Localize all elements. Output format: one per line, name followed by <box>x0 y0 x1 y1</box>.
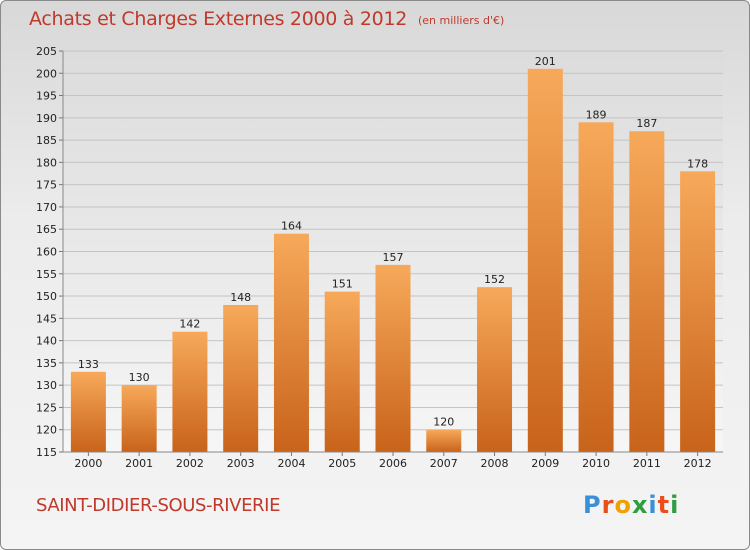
x-tick-label: 2006 <box>379 457 407 470</box>
logo-letter: x <box>631 491 649 519</box>
x-tick-label: 2007 <box>430 457 458 470</box>
y-tick-label: 155 <box>36 268 57 281</box>
x-tick-label: 2005 <box>328 457 356 470</box>
bar-value-label: 133 <box>78 358 99 371</box>
bar-value-label: 120 <box>433 416 454 429</box>
chart-title: Achats et Charges Externes 2000 à 2012 <box>29 8 408 30</box>
bar-value-label: 157 <box>383 251 404 264</box>
bar-2004[interactable] <box>273 233 309 452</box>
logo-letter: t <box>657 491 671 519</box>
bar-2001[interactable] <box>121 385 157 452</box>
bar-2003[interactable] <box>223 304 259 452</box>
logo-letter: o <box>614 491 632 519</box>
bar-value-label: 187 <box>636 117 657 130</box>
logo-letter: r <box>601 491 615 519</box>
x-tick-label: 2009 <box>531 457 559 470</box>
y-tick-label: 200 <box>36 67 57 80</box>
bar-value-label: 164 <box>281 220 302 233</box>
y-tick-label: 195 <box>36 90 57 103</box>
x-axis: 2000 2001 2002 2003 2004 2005 2006 2007 2008 2009… <box>63 451 723 470</box>
y-tick-label: 140 <box>36 335 57 348</box>
y-tick-label: 165 <box>36 223 57 236</box>
bar-value-label: 142 <box>179 318 200 331</box>
chart-unit: (en milliers d'€) <box>418 14 505 27</box>
x-tick-label: 2011 <box>633 457 661 470</box>
bar-value-label: 130 <box>129 371 150 384</box>
city-name: SAINT-DIDIER-SOUS-RIVERIE <box>36 495 281 516</box>
y-axis: 115 120 125 130 135 140 145 150 155 160 165 170 175 1… <box>36 45 64 459</box>
y-tick-label: 190 <box>36 112 57 125</box>
bar-2000[interactable] <box>70 371 106 452</box>
x-tick-label: 2001 <box>125 457 153 470</box>
x-tick-label: 2002 <box>176 457 204 470</box>
y-tick-label: 125 <box>36 401 57 414</box>
bar-2007[interactable] <box>426 429 462 452</box>
bar-value-label: 151 <box>332 278 353 291</box>
bar-value-label: 152 <box>484 273 505 286</box>
bar-2008[interactable] <box>477 287 513 452</box>
y-tick-label: 145 <box>36 312 57 325</box>
proxiti-logo[interactable]: Proxiti <box>583 491 679 519</box>
x-tick-label: 2012 <box>684 457 712 470</box>
y-tick-label: 135 <box>36 357 57 370</box>
bar-value-label: 148 <box>230 291 251 304</box>
y-tick-label: 130 <box>36 379 57 392</box>
x-tick-label: 2000 <box>74 457 102 470</box>
bar-2002[interactable] <box>172 331 208 452</box>
y-tick-label: 160 <box>36 246 57 259</box>
y-tick-label: 150 <box>36 290 57 303</box>
x-tick-label: 2010 <box>582 457 610 470</box>
bar-2006[interactable] <box>375 264 411 452</box>
bars: 133 130 142 148 164 151 157 120 152 201 189 187 178 <box>70 55 716 453</box>
bar-2010[interactable] <box>578 122 614 453</box>
bar-2012[interactable] <box>680 171 716 453</box>
x-tick-label: 2004 <box>277 457 305 470</box>
bar-value-label: 189 <box>586 108 607 121</box>
x-tick-label: 2003 <box>227 457 255 470</box>
x-tick-label: 2008 <box>481 457 509 470</box>
logo-letter: P <box>583 491 602 519</box>
logo-letter: i <box>648 491 658 519</box>
bar-value-label: 178 <box>687 157 708 170</box>
y-tick-label: 115 <box>36 446 57 459</box>
bar-2011[interactable] <box>629 131 665 452</box>
bar-2005[interactable] <box>324 291 360 452</box>
bar-value-label: 201 <box>535 55 556 68</box>
y-tick-label: 180 <box>36 156 57 169</box>
y-tick-label: 175 <box>36 179 57 192</box>
y-tick-label: 170 <box>36 201 57 214</box>
bar-2009[interactable] <box>527 68 563 453</box>
y-tick-label: 120 <box>36 424 57 437</box>
y-tick-label: 205 <box>36 45 57 58</box>
y-tick-label: 185 <box>36 134 57 147</box>
logo-letter: i <box>670 491 680 519</box>
